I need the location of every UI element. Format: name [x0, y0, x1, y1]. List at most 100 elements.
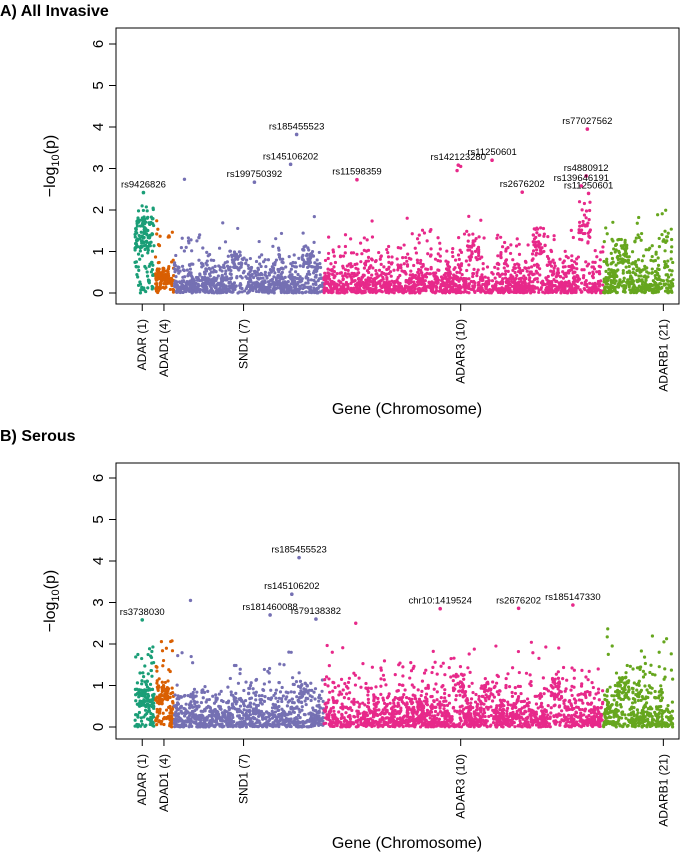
- snp-point: [488, 288, 492, 292]
- snp-point: [133, 718, 137, 722]
- snp-point: [150, 661, 154, 665]
- snp-point: [307, 270, 311, 274]
- snp-point: [256, 725, 261, 729]
- snp-point: [511, 258, 515, 262]
- snp-point: [145, 679, 150, 684]
- snp-point: [223, 240, 228, 244]
- snp-point: [423, 288, 427, 292]
- snp-point: [557, 646, 561, 650]
- snp-point: [359, 260, 363, 264]
- snp-point: [464, 284, 469, 288]
- snp-point: [472, 285, 476, 289]
- snp-point: [506, 269, 510, 273]
- snp-point: [182, 249, 186, 253]
- snp-point: [253, 281, 258, 286]
- snp-point: [650, 267, 654, 271]
- snp-point: [297, 256, 301, 260]
- snp-point: [146, 286, 150, 290]
- snp-point: [206, 689, 210, 693]
- snp-point: [401, 291, 406, 295]
- snp-point: [517, 277, 521, 281]
- snp-point: [631, 267, 636, 271]
- snp-point: [656, 290, 660, 294]
- snp-point: [312, 278, 316, 283]
- snp-point: [251, 687, 255, 691]
- snp-point: [154, 274, 158, 278]
- snp-point: [384, 290, 388, 294]
- snp-point: [224, 285, 228, 289]
- snp-point: [518, 266, 522, 270]
- snp-point: [145, 274, 150, 278]
- snp-point: [633, 240, 637, 244]
- snp-point: [136, 209, 141, 213]
- snp-point: [321, 699, 325, 703]
- snp-point: [639, 238, 643, 242]
- snp-point: [366, 259, 370, 263]
- snp-point: [392, 285, 396, 289]
- snp-point: [241, 271, 246, 275]
- snp-point: [137, 695, 141, 699]
- snp-point: [353, 683, 358, 687]
- snp-point: [418, 291, 422, 295]
- snp-point: [245, 285, 249, 289]
- snp-point: [141, 694, 145, 698]
- snp-point: [670, 245, 674, 249]
- snp-point: [142, 230, 146, 234]
- snp-point: [224, 717, 229, 721]
- snp-point: [299, 689, 303, 693]
- snp-point: [160, 680, 164, 684]
- snp-point: [561, 270, 565, 274]
- snp-point: [314, 273, 318, 277]
- snp-point: [387, 291, 391, 295]
- snp-point: [154, 282, 158, 286]
- snp-point: [413, 291, 417, 295]
- snp-point: [392, 268, 396, 272]
- snp-point: [373, 276, 377, 281]
- snp-point: [513, 686, 517, 690]
- snp-point: [549, 706, 553, 710]
- snp-point: [373, 289, 377, 293]
- snp-point: [546, 235, 550, 239]
- snp-point: [499, 235, 503, 239]
- snp-point: [417, 233, 421, 237]
- snp-point: [622, 284, 626, 288]
- snp-point: [213, 264, 217, 268]
- snp-point: [585, 289, 590, 293]
- snp-point: [550, 285, 554, 290]
- snp-point: [447, 693, 451, 698]
- snp-point: [479, 289, 483, 293]
- snp-point: [530, 258, 534, 262]
- snp-point: [582, 273, 586, 278]
- snp-point: [583, 231, 587, 236]
- snp-point: [529, 640, 533, 644]
- snp-point: [152, 244, 156, 248]
- snp-point: [145, 270, 149, 274]
- snp-point: [256, 267, 261, 272]
- snp-point: [273, 723, 278, 728]
- snp-point: [190, 705, 195, 709]
- snp-point: [303, 699, 307, 703]
- snp-point: [150, 287, 154, 291]
- snp-point: [136, 216, 140, 220]
- snp-point: [541, 226, 546, 231]
- snp-point: [472, 267, 476, 271]
- snp-point: [197, 284, 201, 288]
- snp-point: [174, 281, 178, 285]
- snp-point: [462, 232, 467, 236]
- snp-point: [281, 283, 285, 287]
- snp-point: [316, 291, 320, 295]
- snp-point: [151, 645, 155, 649]
- snp-point: [601, 245, 605, 249]
- snp-point: [309, 698, 313, 703]
- snp-point: [358, 241, 363, 245]
- snp-point: [542, 234, 546, 238]
- snp-point: [184, 245, 188, 249]
- snp-point: [318, 273, 322, 277]
- snp-point: [458, 290, 462, 294]
- snp-point: [167, 279, 171, 283]
- snp-point: [259, 264, 263, 269]
- snp-point: [522, 274, 526, 278]
- snp-point: [370, 235, 375, 239]
- snp-point: [654, 281, 658, 286]
- snp-point: [344, 268, 348, 272]
